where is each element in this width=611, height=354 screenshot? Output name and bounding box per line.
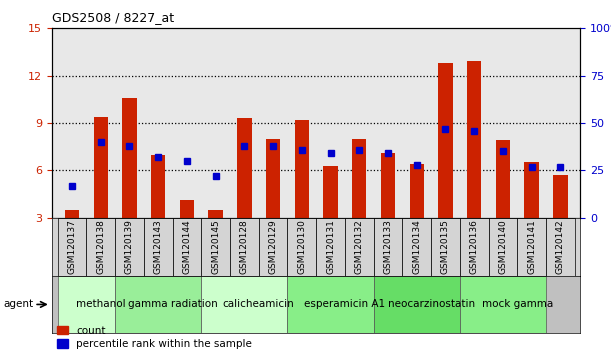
- Text: GSM120143: GSM120143: [154, 219, 163, 274]
- Bar: [403, 218, 431, 276]
- Bar: [460, 218, 489, 276]
- Bar: [460, 276, 546, 333]
- Text: GSM120145: GSM120145: [211, 219, 220, 274]
- Bar: [201, 218, 230, 276]
- Bar: [287, 218, 316, 276]
- Bar: [524, 162, 539, 218]
- Text: GSM120142: GSM120142: [556, 219, 565, 274]
- Text: GSM120137: GSM120137: [68, 219, 76, 274]
- Bar: [208, 210, 223, 218]
- Bar: [431, 218, 460, 276]
- Bar: [546, 218, 575, 276]
- Bar: [93, 117, 108, 218]
- Bar: [345, 218, 374, 276]
- Legend: count, percentile rank within the sample: count, percentile rank within the sample: [57, 326, 252, 349]
- Text: GSM120128: GSM120128: [240, 219, 249, 274]
- Bar: [86, 218, 115, 276]
- Bar: [287, 276, 374, 333]
- Text: GDS2508 / 8227_at: GDS2508 / 8227_at: [52, 11, 174, 24]
- Bar: [57, 218, 86, 276]
- Bar: [266, 139, 280, 218]
- Text: GSM120132: GSM120132: [355, 219, 364, 274]
- Text: GSM120144: GSM120144: [183, 219, 191, 274]
- Bar: [352, 139, 367, 218]
- Text: esperamicin A1: esperamicin A1: [304, 299, 386, 309]
- Bar: [496, 141, 510, 218]
- Text: GSM120134: GSM120134: [412, 219, 421, 274]
- Bar: [374, 218, 403, 276]
- Text: mock gamma: mock gamma: [481, 299, 553, 309]
- Text: GSM120131: GSM120131: [326, 219, 335, 274]
- Text: GSM120130: GSM120130: [298, 219, 306, 274]
- Bar: [144, 218, 172, 276]
- Text: agent: agent: [3, 299, 33, 309]
- Bar: [381, 153, 395, 218]
- Text: GSM120138: GSM120138: [97, 219, 105, 274]
- Text: methanol: methanol: [76, 299, 126, 309]
- Text: GSM120141: GSM120141: [527, 219, 536, 274]
- Bar: [230, 218, 258, 276]
- Bar: [467, 62, 481, 218]
- Bar: [180, 200, 194, 218]
- Text: calicheamicin: calicheamicin: [223, 299, 295, 309]
- Text: GSM120140: GSM120140: [499, 219, 507, 274]
- Bar: [57, 276, 115, 333]
- Bar: [122, 98, 137, 218]
- Text: GSM120136: GSM120136: [470, 219, 478, 274]
- Bar: [489, 218, 518, 276]
- Bar: [172, 218, 201, 276]
- Bar: [237, 118, 252, 218]
- Bar: [201, 276, 287, 333]
- Bar: [295, 120, 309, 218]
- Text: neocarzinostatin: neocarzinostatin: [387, 299, 475, 309]
- Bar: [65, 210, 79, 218]
- Bar: [553, 175, 568, 218]
- Bar: [316, 218, 345, 276]
- Text: GSM120135: GSM120135: [441, 219, 450, 274]
- Bar: [115, 218, 144, 276]
- Bar: [115, 276, 201, 333]
- Text: GSM120129: GSM120129: [269, 219, 277, 274]
- Bar: [438, 63, 453, 218]
- Text: GSM120139: GSM120139: [125, 219, 134, 274]
- Bar: [374, 276, 460, 333]
- Text: gamma radiation: gamma radiation: [128, 299, 218, 309]
- Bar: [258, 218, 287, 276]
- Bar: [409, 164, 424, 218]
- Bar: [323, 166, 338, 218]
- Bar: [518, 218, 546, 276]
- Bar: [151, 155, 166, 218]
- Text: GSM120133: GSM120133: [384, 219, 392, 274]
